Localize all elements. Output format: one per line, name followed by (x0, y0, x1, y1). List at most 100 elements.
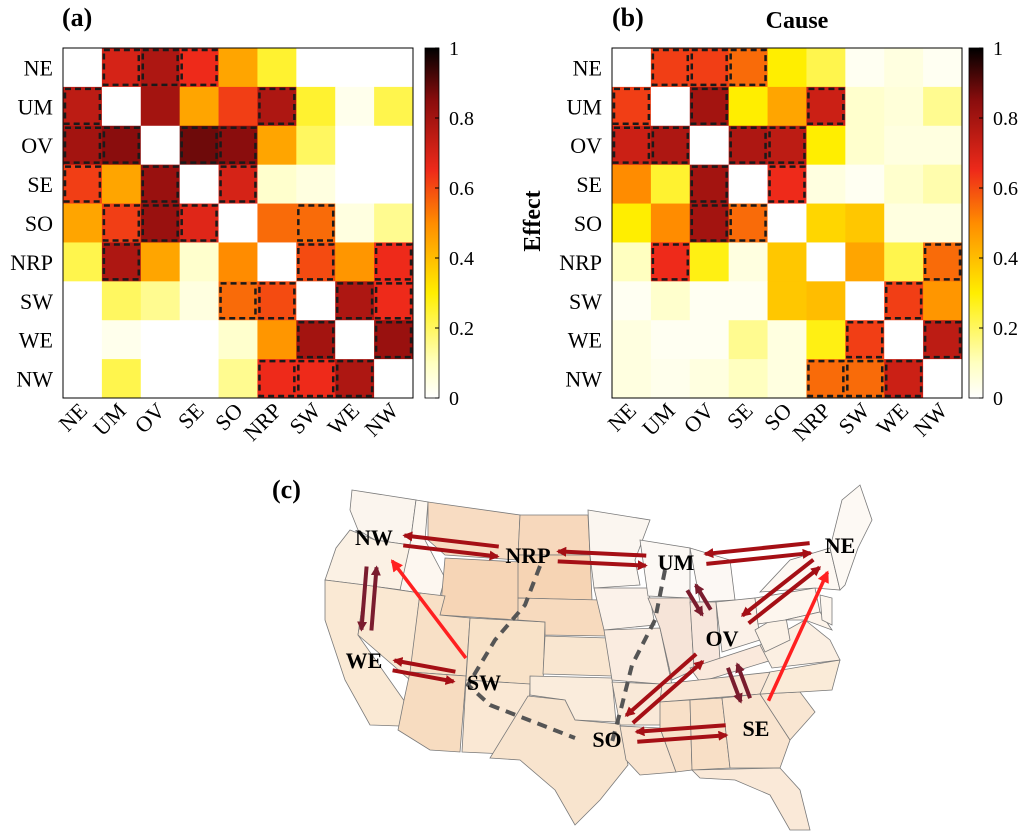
heatmap-cell (101, 164, 142, 204)
highlight-box (180, 48, 218, 87)
highlight-box (258, 282, 296, 320)
heatmap-cell (218, 164, 258, 204)
colorbar-gradient (424, 47, 440, 399)
state-iowa (593, 587, 656, 631)
heatmap-cell (650, 281, 691, 321)
highlight-box (63, 126, 102, 164)
state-georgia (721, 693, 791, 769)
col-tick-label: OV (679, 398, 719, 438)
heatmap-cell (728, 359, 768, 399)
highlight-box (297, 320, 335, 359)
state-new-england (829, 484, 873, 591)
heatmap-frame (62, 47, 414, 399)
row-tick-label: SW (569, 289, 602, 314)
row-tick-label: SO (574, 211, 602, 236)
highlight-box (374, 243, 413, 281)
heatmap-cell (179, 164, 219, 204)
heatmap-cell (806, 203, 846, 243)
heatmap-cell (689, 320, 730, 360)
highlight-box (923, 320, 962, 359)
heatmap-cell (140, 281, 181, 321)
heatmap-cell (257, 86, 297, 127)
state-arizona (397, 671, 467, 753)
heatmap-cell (63, 125, 103, 166)
row-tick-label: SW (20, 289, 53, 314)
heatmap-cell (101, 320, 142, 360)
highlight-box (612, 87, 651, 126)
heatmap-cell (140, 164, 181, 204)
heatmap-cell (257, 320, 297, 360)
row-tick-label: OV (570, 133, 602, 158)
heatmap-cell (179, 320, 219, 360)
heatmap-cell (845, 242, 885, 282)
map-labels: NW NRP UM NE WE SW OV SO SE (346, 525, 856, 752)
heatmap-cell (767, 320, 807, 360)
row-tick-label: WE (19, 328, 53, 353)
heatmap-cell (650, 125, 691, 166)
row-tick-label: SE (576, 172, 602, 197)
heatmap-cell (767, 359, 807, 399)
col-tick-label: NE (54, 398, 92, 436)
heatmap-cell (101, 281, 142, 321)
heatmap-b-ylabel: Effect (520, 190, 546, 251)
row-tick-label: SE (27, 172, 53, 197)
heatmap-cell (140, 125, 181, 166)
highlight-box (219, 282, 257, 320)
heatmap-cell (845, 86, 885, 127)
heatmap-cell (101, 203, 142, 243)
region-label: SO (592, 727, 621, 752)
heatmap-cell (689, 359, 730, 399)
map-arrows (357, 531, 830, 744)
highlight-box (690, 48, 728, 87)
heatmap-cell (845, 281, 885, 321)
heatmap-cell (612, 320, 652, 360)
heatmap-cell (923, 86, 963, 127)
heatmap-cell (767, 125, 807, 166)
colorbar-gradient (968, 47, 984, 399)
heatmap-cell (728, 281, 768, 321)
heatmap-cell (140, 86, 181, 127)
heatmap-cell (63, 320, 103, 360)
causal-arrow (703, 541, 810, 559)
heatmap-cell (845, 125, 885, 166)
highlight-box (651, 126, 690, 164)
heatmap-cell (63, 164, 103, 204)
heatmap-cell (650, 48, 691, 88)
heatmap-cell (806, 242, 846, 282)
heatmap-cell (335, 242, 375, 282)
heatmap-cell (884, 125, 924, 166)
row-tick-label: NRP (10, 250, 53, 275)
highlight-box (846, 359, 884, 398)
heatmap-cell (179, 203, 219, 243)
highlight-box (923, 243, 962, 281)
heatmap-cell (767, 164, 807, 204)
colorbar-b: 0 0.2 0.4 0.6 0.8 1 (968, 38, 1018, 410)
highlight-box (141, 48, 179, 87)
colorbar-tick-label: 0.6 (993, 178, 1018, 200)
highlight-box (768, 165, 806, 203)
heatmap-cell (923, 203, 963, 243)
region-label: SE (743, 716, 770, 741)
state-florida (691, 767, 811, 831)
heatmap-cell (767, 281, 807, 321)
highlight-box (180, 126, 218, 164)
causal-arrow (390, 559, 468, 660)
heatmap-cell (296, 86, 336, 127)
heatmap-cell (179, 125, 219, 166)
heatmap-cell (179, 86, 219, 127)
heatmap-cell (101, 242, 142, 282)
heatmap-cell (335, 203, 375, 243)
heatmap-frame (611, 47, 963, 399)
heatmap-cell (923, 359, 963, 399)
highlight-box (180, 204, 218, 242)
heatmap-cell (140, 48, 181, 88)
heatmap-cell (374, 359, 414, 399)
highlight-box (374, 282, 413, 320)
state-virginia (759, 619, 841, 669)
us-map: NW NRP UM NE WE SW OV SO SE (324, 484, 873, 831)
causal-arrow (369, 565, 381, 631)
panel-b-label: (b) (612, 3, 644, 32)
col-tick-label: UM (88, 398, 131, 441)
highlight-box (63, 165, 102, 203)
